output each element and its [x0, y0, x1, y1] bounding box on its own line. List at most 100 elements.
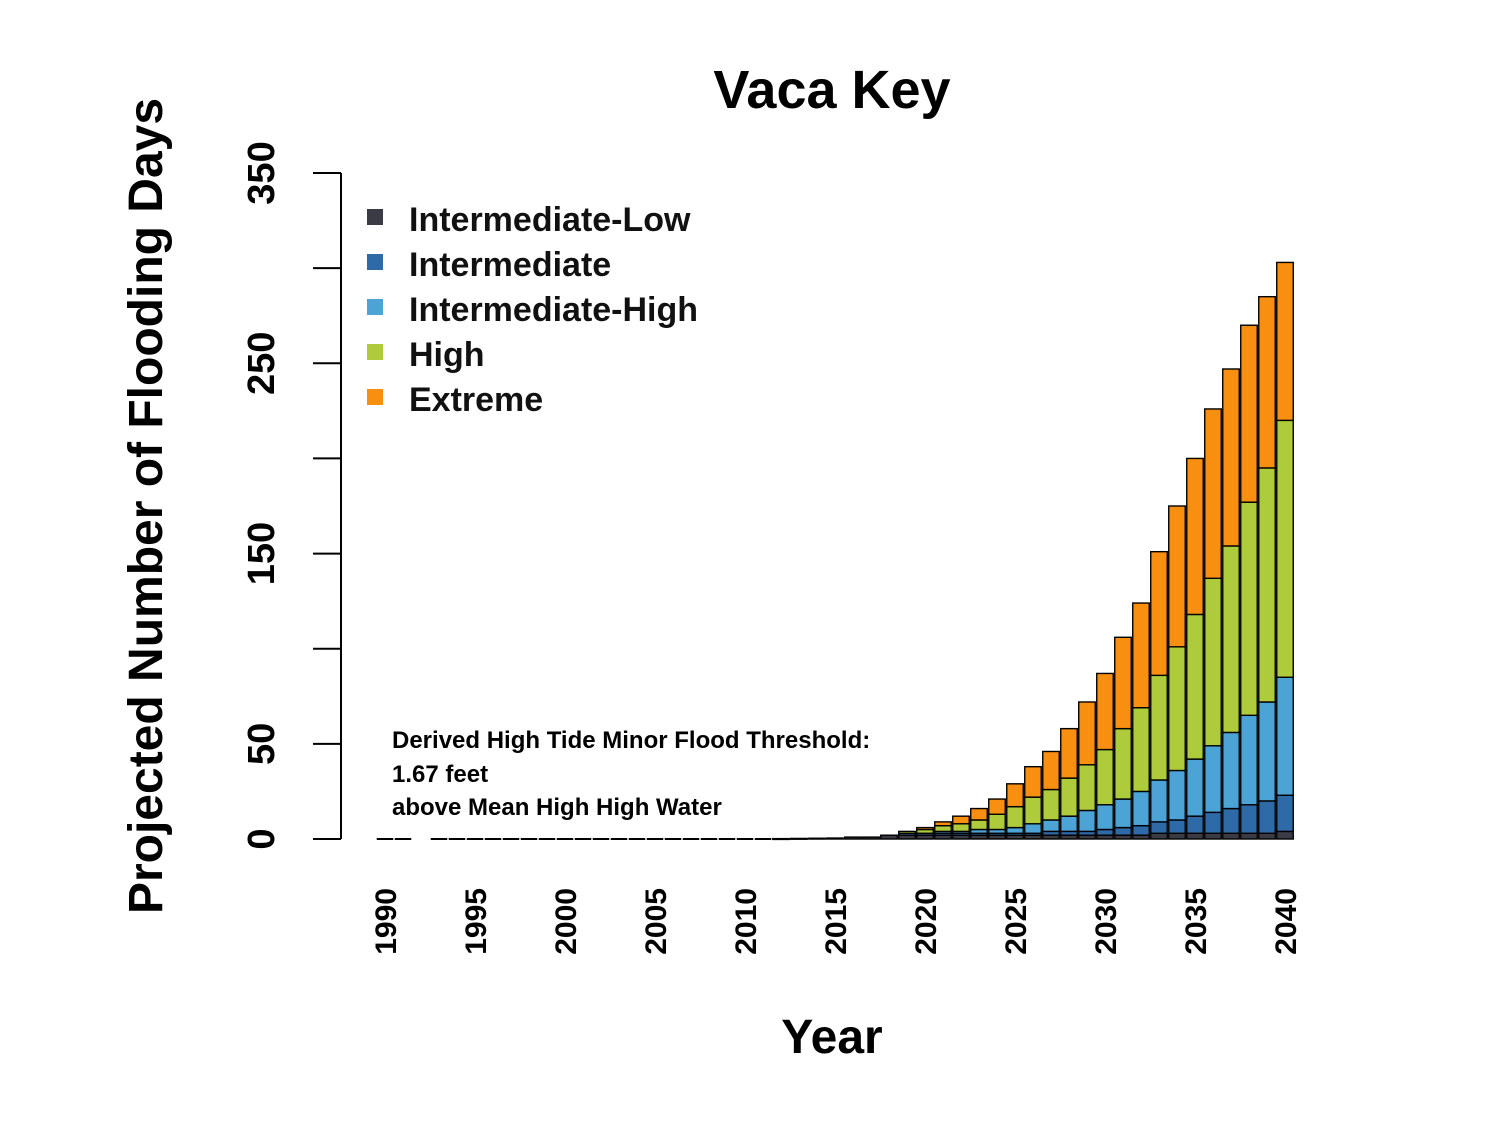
bar-segment-intermediate: [1132, 824, 1150, 836]
legend-swatch: [367, 344, 383, 360]
bar-segment-extreme: [1276, 261, 1294, 422]
bar-segment-intermediate-low: [1186, 832, 1204, 840]
bar-segment-intermediate-high: [1276, 676, 1294, 796]
bar-segment-extreme: [1042, 750, 1060, 791]
x-tick-label: 2000: [550, 888, 583, 955]
bar-segment-high: [1186, 613, 1204, 760]
legend-label: Extreme: [409, 381, 543, 419]
bar-segment-high: [1114, 727, 1132, 800]
threshold-annotation: Derived High Tide Minor Flood Threshold:…: [392, 727, 870, 821]
bar-segment-extreme: [1258, 295, 1276, 469]
bar-segment-intermediate-high: [1114, 798, 1132, 829]
bar-segment-high: [898, 830, 916, 834]
bar-segment-extreme: [1114, 636, 1132, 730]
bar-segment-extreme: [1096, 672, 1114, 751]
bar-segment-extreme: [1132, 602, 1150, 709]
bar-stack: [1006, 783, 1024, 840]
bar-segment-high: [1024, 796, 1042, 825]
y-tick-label: 0: [241, 828, 283, 849]
x-tick-label: 2040: [1270, 888, 1303, 955]
bar-segment-high: [1258, 467, 1276, 703]
bar-stack: [1222, 368, 1240, 840]
bar-segment-intermediate-low: [826, 837, 844, 840]
bar-segment-high: [970, 819, 988, 831]
bar-segment-extreme: [1222, 368, 1240, 547]
bar-segment-extreme: [1186, 457, 1204, 616]
bar-segment-intermediate: [1186, 815, 1204, 834]
bar-stack: [1114, 636, 1132, 840]
legend-swatch: [367, 209, 383, 225]
bar-stack: [1276, 261, 1294, 840]
bar-segment-extreme: [1006, 783, 1024, 808]
bar-segment-intermediate-low: [1240, 832, 1258, 840]
bar-segment-intermediate-low: [844, 836, 862, 840]
bar-stack: [1150, 550, 1168, 840]
bar-segment-intermediate-low: [862, 836, 880, 840]
bar-stack: [808, 837, 826, 840]
bar-stack: [1078, 701, 1096, 840]
bar-stack: [1258, 295, 1276, 840]
bar-segment-intermediate-low: [880, 834, 898, 840]
y-tick-label: 250: [241, 332, 283, 395]
bar-segment-high: [1078, 764, 1096, 812]
bar-segment-intermediate-low: [1150, 832, 1168, 840]
x-tick-label: 1990: [370, 888, 403, 955]
bar-segment-intermediate-high: [1060, 815, 1078, 833]
bar-segment-high: [1276, 419, 1294, 678]
bar-segment-extreme: [1078, 701, 1096, 766]
y-tick-label: 50: [241, 723, 283, 765]
bar-segment-intermediate-low: [1276, 830, 1294, 840]
bar-stack: [988, 798, 1006, 840]
chart-title: Vaca Key: [713, 60, 950, 120]
bar-segment-intermediate: [1114, 826, 1132, 836]
y-tick-label: 350: [241, 141, 283, 204]
bar-segment-intermediate-low: [1258, 832, 1276, 840]
bar-stack: [1096, 672, 1114, 840]
bar-segment-intermediate-high: [1042, 819, 1060, 833]
x-tick-label: 1995: [460, 888, 493, 955]
legend-swatch: [367, 389, 383, 405]
bar-segment-extreme: [1024, 765, 1042, 798]
bar-segment-intermediate: [1240, 804, 1258, 834]
bar-segment-intermediate: [1258, 800, 1276, 834]
bar-segment-intermediate-low: [1168, 832, 1186, 840]
legend-label: High: [409, 336, 485, 374]
bar-stack: [1204, 408, 1222, 840]
x-tick-label: 2025: [1000, 888, 1033, 955]
bar-segment-high: [934, 824, 952, 833]
bar-stack: [862, 836, 880, 840]
bar-segment-high: [1060, 777, 1078, 817]
bar-segment-high: [1204, 577, 1222, 747]
bar-segment-intermediate-high: [1240, 714, 1258, 806]
bar-stack: [880, 834, 898, 840]
bar-segment-intermediate-high: [1186, 758, 1204, 817]
bar-segment-high: [1042, 788, 1060, 821]
legend-label: Intermediate-High: [409, 291, 698, 329]
bar-segment-intermediate-low: [808, 837, 826, 840]
bar-segment-extreme: [988, 798, 1006, 815]
y-axis-label: Projected Number of Flooding Days: [120, 98, 173, 914]
bar-stack: [1060, 727, 1078, 840]
bar-segment-intermediate-high: [1204, 745, 1222, 814]
bar-segment-intermediate-high: [1150, 779, 1168, 823]
bar-stack: [826, 837, 844, 840]
bar-segment-intermediate-high: [1024, 823, 1042, 834]
bar-stack: [1168, 505, 1186, 840]
bar-segment-high: [988, 813, 1006, 831]
bar-segment-intermediate-low: [790, 837, 808, 840]
bar-segment-intermediate-high: [1168, 769, 1186, 821]
bar-segment-intermediate-low: [1204, 832, 1222, 840]
bar-segment-high: [1150, 674, 1168, 781]
bar-segment-high: [1222, 545, 1240, 734]
legend: Intermediate-Low Intermediate Intermediate…: [367, 201, 698, 419]
bar-stack: [844, 836, 862, 840]
bar-segment-intermediate: [1168, 819, 1186, 834]
bar-segment-high: [1006, 805, 1024, 829]
bar-stack: [790, 837, 808, 840]
bar-segment-intermediate: [1276, 794, 1294, 833]
bar-stack: [916, 826, 934, 840]
bar-segment-intermediate: [1150, 821, 1168, 834]
bar-segment-intermediate-high: [1222, 731, 1240, 810]
legend-label: Intermediate: [409, 246, 611, 284]
